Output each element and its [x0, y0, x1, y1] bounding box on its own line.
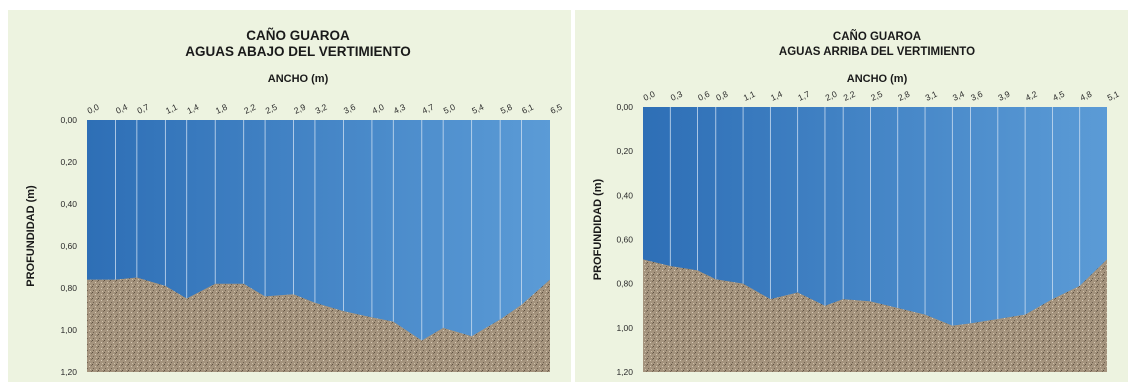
y-tick-label: 0,20 [616, 146, 633, 156]
x-tick-label: 4,7 [420, 102, 435, 116]
y-tick-label: 0,40 [616, 190, 633, 200]
x-tick-label: 1,4 [769, 89, 784, 103]
depth-profile-chart-aguas-arriba: CAÑO GUAROA AGUAS ARRIBA DEL VERTIMIENTO A… [592, 30, 1121, 377]
y-tick-label: 1,00 [60, 325, 77, 335]
y-tick-label: 1,00 [616, 323, 633, 333]
y-tick-label: 0,20 [60, 157, 77, 167]
x-tick-label: 4,3 [392, 102, 407, 116]
y-axis-label: PROFUNDIDAD (m) [592, 178, 604, 280]
chart-subtitle: AGUAS ARRIBA DEL VERTIMIENTO [779, 46, 975, 58]
x-tick-label: 0,3 [669, 89, 684, 103]
y-tick-label: 1,20 [60, 367, 77, 377]
y-tick-label: 0,60 [60, 241, 77, 251]
chart-panel-aguas-abajo: CAÑO GUAROA AGUAS ABAJO DEL VERTIMIENTO AN… [8, 10, 571, 382]
x-tick-label: 3,6 [342, 102, 357, 116]
x-tick-label: 1,1 [742, 89, 757, 103]
water-area [87, 120, 550, 341]
x-tick-label: 1,8 [214, 102, 229, 116]
x-tick-label: 3,9 [996, 89, 1011, 103]
x-tick-label: 3,1 [924, 89, 939, 103]
x-tick-label: 3,4 [951, 89, 966, 103]
y-tick-label: 0,80 [616, 279, 633, 289]
x-tick-label: 2,0 [824, 89, 839, 103]
x-axis-label: ANCHO (m) [847, 73, 908, 85]
x-tick-label: 5,1 [1106, 89, 1121, 103]
x-tick-label: 0,7 [135, 102, 150, 116]
x-tick-label: 0,4 [114, 102, 129, 116]
x-tick-label: 0,8 [714, 89, 729, 103]
x-tick-label: 4,8 [1078, 89, 1093, 103]
x-tick-label: 4,2 [1024, 89, 1039, 103]
chart-subtitle: AGUAS ABAJO DEL VERTIMIENTO [185, 44, 411, 59]
chart-title: CAÑO GUAROA [246, 28, 350, 43]
x-tick-label: 2,2 [842, 89, 857, 103]
y-tick-label: 0,00 [60, 115, 77, 125]
chart-title: CAÑO GUAROA [833, 30, 921, 43]
x-tick-label: 2,9 [292, 102, 307, 116]
x-tick-label: 2,5 [869, 89, 884, 103]
x-tick-label: 5,8 [499, 102, 514, 116]
y-tick-label: 0,80 [60, 283, 77, 293]
x-tick-label: 0,0 [642, 89, 657, 103]
x-tick-label: 2,8 [896, 89, 911, 103]
x-tick-label: 1,7 [796, 89, 811, 103]
x-tick-label: 3,2 [314, 102, 329, 116]
x-tick-label: 2,5 [264, 102, 279, 116]
x-tick-label: 3,6 [969, 89, 984, 103]
y-tick-label: 0,60 [616, 235, 633, 245]
chart-panel-aguas-arriba: CAÑO GUAROA AGUAS ARRIBA DEL VERTIMIENTO A… [575, 10, 1128, 382]
y-axis-label: PROFUNDIDAD (m) [25, 185, 37, 287]
x-tick-label: 2,2 [242, 102, 257, 116]
x-tick-label: 4,0 [371, 102, 386, 116]
x-tick-label: 5,0 [442, 102, 457, 116]
x-tick-label: 5,4 [470, 102, 485, 116]
x-tick-label: 0,6 [696, 89, 711, 103]
x-tick-label: 0,0 [86, 102, 101, 116]
x-tick-label: 6,5 [549, 102, 564, 116]
x-axis-label: ANCHO (m) [268, 73, 329, 85]
y-tick-label: 0,40 [60, 199, 77, 209]
x-tick-label: 6,1 [520, 102, 535, 116]
x-tick-label: 4,5 [1051, 89, 1066, 103]
x-tick-label: 1,1 [164, 102, 179, 116]
x-tick-label: 1,4 [185, 102, 200, 116]
water-area [643, 107, 1107, 326]
y-tick-label: 0,00 [616, 102, 633, 112]
y-tick-label: 1,20 [616, 367, 633, 377]
